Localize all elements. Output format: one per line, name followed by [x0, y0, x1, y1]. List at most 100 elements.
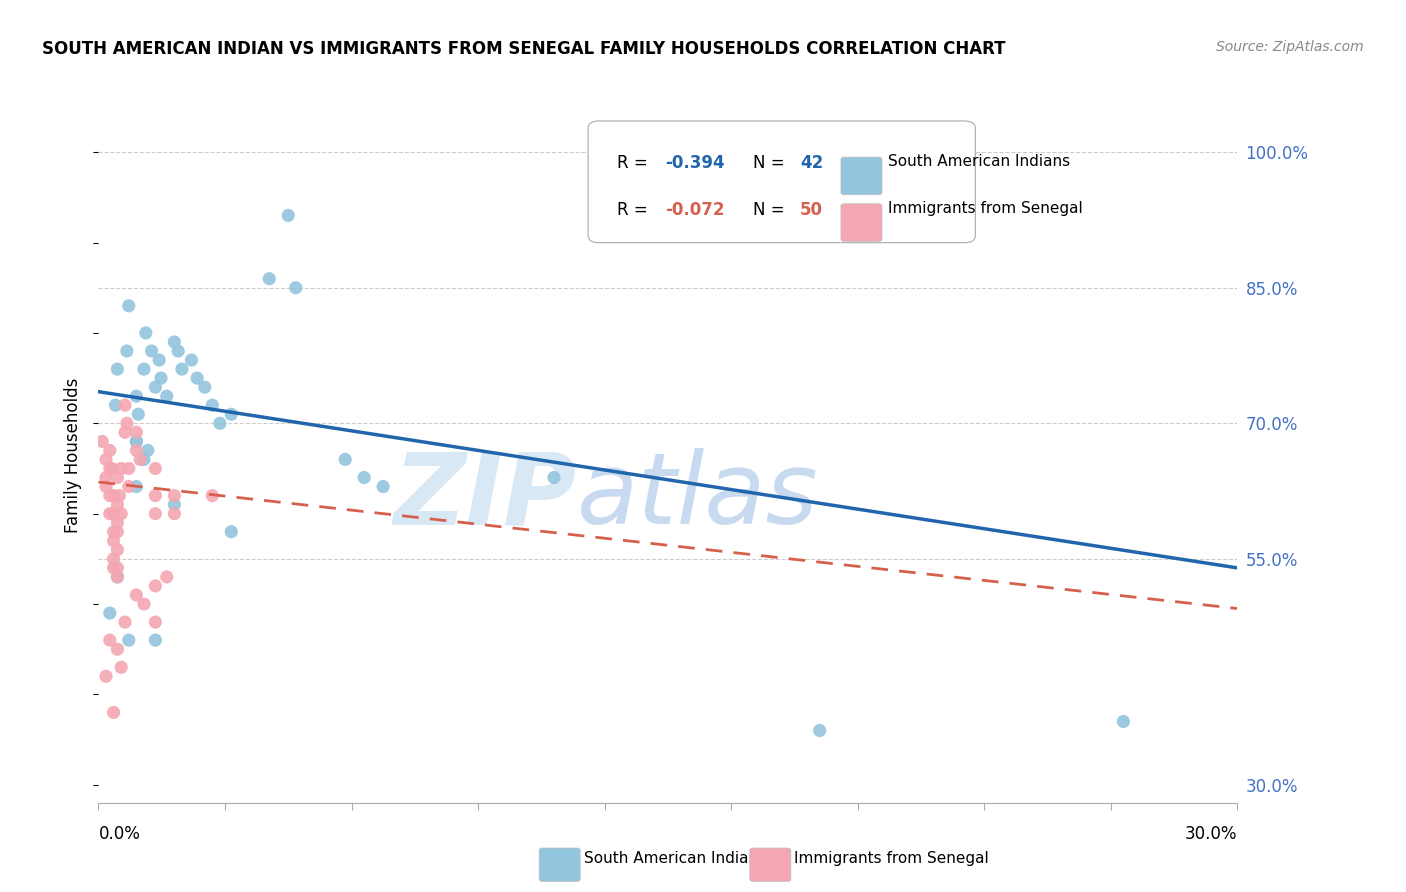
Point: [156, 389, 179, 403]
Point: [221, 407, 243, 421]
Point: [145, 507, 167, 521]
Point: [98, 461, 121, 475]
FancyBboxPatch shape: [841, 203, 882, 242]
Point: [108, 489, 131, 503]
Point: [118, 479, 141, 493]
Point: [110, 507, 132, 521]
Point: [1112, 714, 1135, 729]
Point: [136, 443, 159, 458]
Text: R =: R =: [617, 201, 652, 219]
Text: Source: ZipAtlas.com: Source: ZipAtlas.com: [1216, 40, 1364, 54]
Point: [145, 461, 167, 475]
Point: [135, 326, 157, 340]
Text: SOUTH AMERICAN INDIAN VS IMMIGRANTS FROM SENEGAL FAMILY HOUSEHOLDS CORRELATION C: SOUTH AMERICAN INDIAN VS IMMIGRANTS FROM…: [42, 40, 1005, 58]
Point: [94, 669, 117, 683]
Point: [98, 633, 121, 648]
Point: [91, 434, 114, 449]
Point: [353, 470, 375, 484]
Point: [118, 633, 141, 648]
Text: -0.394: -0.394: [665, 154, 725, 172]
Point: [132, 597, 155, 611]
Point: [132, 452, 155, 467]
Point: [125, 389, 148, 403]
Point: [110, 461, 132, 475]
Point: [107, 570, 129, 584]
Y-axis label: Family Households: Family Households: [65, 377, 83, 533]
Text: -0.072: -0.072: [665, 201, 725, 219]
Text: ZIP: ZIP: [394, 448, 576, 545]
Point: [100, 461, 122, 475]
Point: [371, 479, 394, 493]
Point: [103, 706, 125, 720]
Text: R =: R =: [617, 154, 652, 172]
Point: [125, 588, 148, 602]
Point: [94, 452, 117, 467]
Point: [808, 723, 831, 738]
Point: [150, 371, 173, 385]
Point: [107, 498, 129, 512]
Point: [221, 524, 243, 539]
Text: 50: 50: [800, 201, 823, 219]
Point: [156, 570, 179, 584]
Point: [163, 489, 186, 503]
Point: [104, 398, 127, 412]
Point: [107, 570, 129, 584]
Point: [114, 398, 136, 412]
FancyBboxPatch shape: [841, 157, 882, 194]
Point: [145, 615, 167, 629]
Point: [163, 334, 186, 349]
Point: [107, 470, 129, 484]
Text: South American Indians: South American Indians: [583, 851, 766, 866]
Point: [148, 353, 170, 368]
Point: [125, 479, 148, 493]
Point: [98, 606, 121, 620]
Point: [110, 660, 132, 674]
Point: [163, 507, 186, 521]
Point: [103, 551, 125, 566]
Text: atlas: atlas: [576, 448, 818, 545]
Point: [118, 299, 141, 313]
Point: [94, 470, 117, 484]
Point: [107, 561, 129, 575]
Point: [194, 380, 217, 394]
Point: [145, 489, 167, 503]
Point: [98, 489, 121, 503]
Point: [201, 489, 224, 503]
Point: [115, 417, 138, 431]
Point: [201, 398, 224, 412]
Point: [107, 642, 129, 657]
Point: [208, 417, 231, 431]
Text: N =: N =: [754, 154, 790, 172]
Point: [141, 344, 163, 359]
Point: [145, 633, 167, 648]
Point: [284, 281, 307, 295]
Point: [103, 561, 125, 575]
Point: [125, 434, 148, 449]
Point: [94, 479, 117, 493]
Point: [129, 452, 152, 467]
Point: [107, 542, 129, 557]
Text: 30.0%: 30.0%: [1185, 825, 1237, 844]
Point: [145, 380, 167, 394]
Point: [98, 507, 121, 521]
Point: [107, 524, 129, 539]
Point: [127, 407, 149, 421]
Point: [107, 362, 129, 376]
Point: [98, 443, 121, 458]
Point: [125, 443, 148, 458]
Point: [114, 425, 136, 440]
Point: [103, 489, 125, 503]
Point: [115, 344, 138, 359]
Point: [103, 507, 125, 521]
Point: [103, 524, 125, 539]
Point: [259, 271, 281, 285]
FancyBboxPatch shape: [749, 848, 790, 881]
Text: 0.0%: 0.0%: [98, 825, 141, 844]
Text: N =: N =: [754, 201, 790, 219]
Point: [543, 470, 565, 484]
Point: [103, 533, 125, 548]
FancyBboxPatch shape: [588, 121, 976, 243]
Text: Immigrants from Senegal: Immigrants from Senegal: [794, 851, 988, 866]
Point: [170, 362, 193, 376]
Point: [132, 362, 155, 376]
